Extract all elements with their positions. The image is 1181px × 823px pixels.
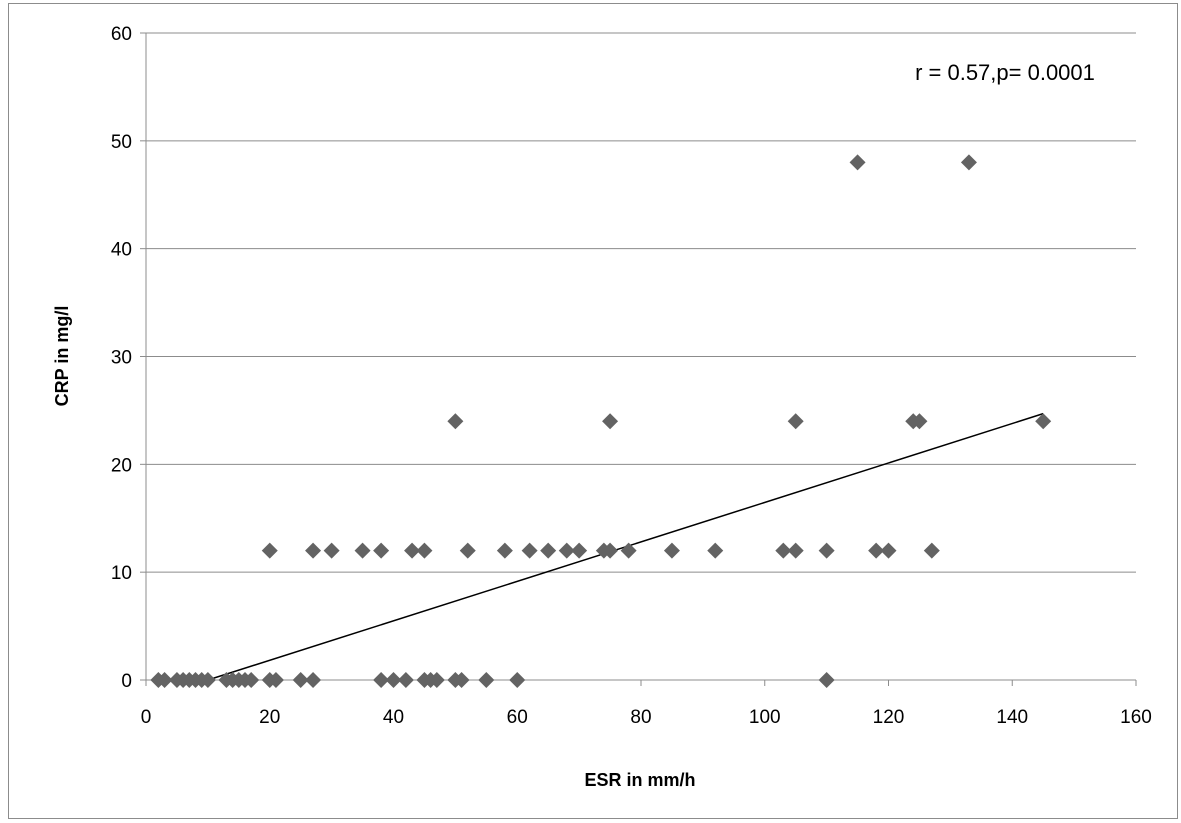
data-point <box>385 672 402 688</box>
y-tick-label: 30 <box>111 348 132 369</box>
x-tick-label: 80 <box>630 707 651 728</box>
data-point <box>373 672 390 688</box>
data-point <box>404 542 421 559</box>
data-point <box>960 154 977 171</box>
data-point <box>868 542 885 559</box>
data-point <box>428 672 445 688</box>
data-point <box>323 542 340 559</box>
x-tick-label: 140 <box>996 707 1028 728</box>
x-tick-label: 100 <box>749 707 781 728</box>
data-point <box>620 542 637 559</box>
data-point <box>199 672 216 688</box>
data-point <box>849 154 866 171</box>
data-point <box>818 672 835 688</box>
data-point <box>571 542 588 559</box>
y-tick-label: 40 <box>111 240 132 261</box>
y-tick-label: 60 <box>111 24 132 45</box>
data-point <box>880 542 897 559</box>
data-point <box>459 542 476 559</box>
data-point <box>292 672 309 688</box>
data-point <box>397 672 414 688</box>
data-point <box>707 542 724 559</box>
y-tick-label: 10 <box>111 563 132 584</box>
data-point <box>373 542 390 559</box>
x-tick-label: 40 <box>383 707 404 728</box>
data-point <box>1035 413 1052 430</box>
y-axis-title: CRP in mg/l <box>52 306 72 407</box>
gridlines <box>140 32 1137 686</box>
y-tick-label: 0 <box>121 671 132 692</box>
tick-labels: 0 10 20 30 40 50 60 0 20 40 60 80 100 120 140 160 <box>111 24 1152 728</box>
x-tick-label: 160 <box>1120 707 1152 728</box>
data-point <box>787 413 804 430</box>
data-point <box>818 542 835 559</box>
data-point <box>453 672 470 688</box>
data-point <box>923 542 940 559</box>
x-axis-title: ESR in mm/h <box>584 770 695 790</box>
x-tick-label: 120 <box>873 707 905 728</box>
data-point <box>305 542 322 559</box>
data-point <box>243 672 260 688</box>
x-tick-label: 0 <box>141 707 152 728</box>
data-point <box>787 542 804 559</box>
data-point <box>540 542 557 559</box>
data-point <box>911 413 928 430</box>
x-tick-label: 60 <box>507 707 528 728</box>
data-point <box>509 672 526 688</box>
data-point <box>775 542 792 559</box>
data-point <box>305 672 322 688</box>
data-point <box>663 542 680 559</box>
data-point <box>478 672 495 688</box>
correlation-annotation: r = 0.57,p= 0.0001 <box>915 60 1095 85</box>
data-point <box>267 672 284 688</box>
data-points <box>150 154 1052 688</box>
data-point <box>558 542 575 559</box>
data-point <box>156 672 173 688</box>
data-point <box>496 542 513 559</box>
data-point <box>602 413 619 430</box>
y-tick-label: 20 <box>111 455 132 476</box>
data-point <box>416 542 433 559</box>
x-tick-label: 20 <box>259 707 280 728</box>
data-point <box>447 413 464 430</box>
y-tick-label: 50 <box>111 132 132 153</box>
data-point <box>354 542 371 559</box>
data-point <box>521 542 538 559</box>
data-point <box>261 542 278 559</box>
data-point <box>602 542 619 559</box>
